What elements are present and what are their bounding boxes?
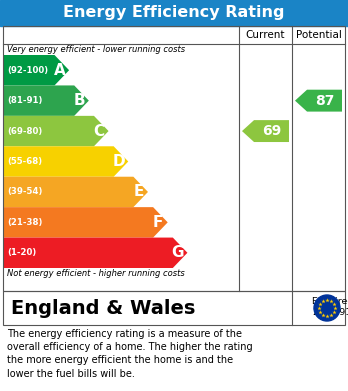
Text: EU Directive
2002/91/EC: EU Directive 2002/91/EC: [312, 297, 348, 317]
Text: (81-91): (81-91): [7, 96, 42, 105]
Text: Potential: Potential: [295, 30, 341, 40]
Text: Not energy efficient - higher running costs: Not energy efficient - higher running co…: [7, 269, 185, 278]
Text: D: D: [112, 154, 125, 169]
Text: (55-68): (55-68): [7, 157, 42, 166]
Text: G: G: [172, 245, 184, 260]
Polygon shape: [3, 116, 109, 146]
Text: The energy efficiency rating is a measure of the
overall efficiency of a home. T: The energy efficiency rating is a measur…: [7, 329, 253, 378]
Polygon shape: [295, 90, 342, 111]
Polygon shape: [3, 177, 148, 207]
Text: 69: 69: [262, 124, 281, 138]
Text: Current: Current: [246, 30, 285, 40]
Bar: [3, 291, 345, 325]
Text: B: B: [73, 93, 85, 108]
Polygon shape: [3, 146, 128, 177]
Polygon shape: [3, 85, 89, 116]
Circle shape: [314, 295, 340, 321]
Text: Very energy efficient - lower running costs: Very energy efficient - lower running co…: [7, 45, 185, 54]
Polygon shape: [3, 55, 69, 85]
Text: E: E: [133, 185, 144, 199]
Text: (1-20): (1-20): [7, 248, 36, 257]
Text: (21-38): (21-38): [7, 218, 42, 227]
Text: England & Wales: England & Wales: [11, 298, 195, 317]
Polygon shape: [3, 207, 168, 238]
Bar: [3, 26, 345, 291]
Polygon shape: [242, 120, 289, 142]
Text: F: F: [153, 215, 164, 230]
Text: 87: 87: [315, 93, 334, 108]
Polygon shape: [3, 238, 188, 268]
Text: (39-54): (39-54): [7, 187, 42, 196]
Text: C: C: [94, 124, 105, 138]
Text: (69-80): (69-80): [7, 127, 42, 136]
Text: A: A: [54, 63, 65, 78]
Text: Energy Efficiency Rating: Energy Efficiency Rating: [63, 5, 285, 20]
Bar: [0, 0, 348, 26]
Text: (92-100): (92-100): [7, 66, 48, 75]
